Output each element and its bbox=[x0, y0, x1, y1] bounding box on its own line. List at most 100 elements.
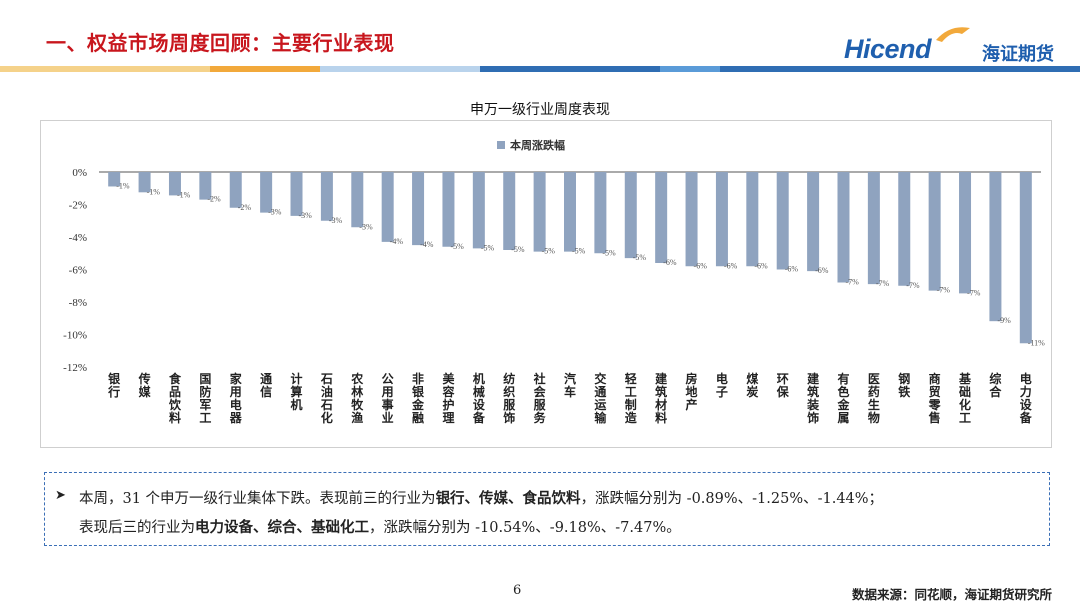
y-tick-label: -4% bbox=[69, 232, 87, 244]
bar bbox=[564, 172, 576, 252]
data-label: -11% bbox=[1028, 338, 1045, 347]
bar bbox=[320, 172, 333, 221]
bar bbox=[351, 172, 364, 228]
y-tick-label: -6% bbox=[69, 265, 87, 277]
logo-swoosh-icon bbox=[936, 27, 970, 42]
data-label: -6% bbox=[785, 265, 799, 274]
category-label: 石油石化 bbox=[320, 372, 333, 425]
category-label: 纺织服饰 bbox=[503, 371, 516, 425]
hicend-logo: Hicend 海证期货 bbox=[844, 24, 1054, 65]
bar-chart: 本周涨跌幅 0% -2% -4% -6% -8% -10% -12% -1% 银行 -1% 传媒 -1%… bbox=[63, 138, 1045, 425]
data-label: -4% bbox=[420, 240, 434, 249]
summary-highlight: 银行、传媒、食品饮料 bbox=[435, 490, 581, 507]
category-label: 国防军工 bbox=[199, 372, 211, 425]
data-label: -7% bbox=[937, 286, 951, 295]
data-label: -2% bbox=[238, 203, 252, 212]
bar bbox=[229, 172, 242, 208]
bar bbox=[138, 172, 151, 193]
data-label: -1% bbox=[177, 190, 191, 199]
bar bbox=[472, 172, 485, 249]
category-label: 非银金融 bbox=[411, 371, 425, 425]
category-label: 公用事业 bbox=[381, 372, 394, 425]
data-label: -7% bbox=[906, 281, 920, 290]
bar bbox=[746, 172, 759, 267]
category-label: 交通运输 bbox=[594, 371, 607, 425]
y-tick-label: -2% bbox=[69, 200, 87, 212]
page-number: 6 bbox=[513, 583, 522, 598]
data-label: -1% bbox=[147, 187, 161, 196]
data-label: -5% bbox=[481, 243, 495, 252]
data-label: -3% bbox=[268, 208, 282, 217]
bar bbox=[260, 172, 273, 213]
category-label: 电子 bbox=[716, 371, 728, 399]
y-tick-label: -8% bbox=[69, 297, 87, 309]
data-label: -6% bbox=[724, 261, 738, 270]
summary-line-2: 表现后三的行业为电力设备、综合、基础化工，涨跌幅分别为 -10.54%、-9.1… bbox=[79, 516, 681, 537]
data-label: -1% bbox=[116, 181, 130, 190]
category-label: 美容护理 bbox=[441, 371, 455, 425]
data-label: -5% bbox=[572, 247, 586, 256]
bar bbox=[807, 172, 820, 272]
y-tick-label: -12% bbox=[63, 362, 87, 374]
data-label: -7% bbox=[876, 279, 890, 288]
category-label: 医药生物 bbox=[868, 372, 880, 425]
data-label: -5% bbox=[542, 247, 556, 256]
bar bbox=[989, 172, 1002, 322]
bar bbox=[959, 172, 972, 294]
bar bbox=[412, 172, 425, 246]
summary-text: ，涨跌幅分别为 -10.54%、-9.18%、-7.47%。 bbox=[369, 520, 681, 536]
bar bbox=[381, 172, 394, 242]
data-label: -4% bbox=[390, 237, 404, 246]
data-label: -3% bbox=[299, 211, 313, 220]
logo-cn-text: 海证期货 bbox=[982, 44, 1054, 65]
category-label: 通信 bbox=[260, 371, 272, 399]
category-label: 商贸零售 bbox=[928, 371, 942, 425]
bar bbox=[867, 172, 880, 285]
category-label: 电力设备 bbox=[1019, 371, 1033, 425]
data-label: -6% bbox=[663, 258, 677, 267]
header-stripe bbox=[0, 66, 1080, 72]
category-label: 食品饮料 bbox=[168, 371, 182, 425]
category-label: 汽车 bbox=[564, 371, 576, 399]
data-label: -6% bbox=[754, 261, 768, 270]
summary-text: 本周，31 个申万一级行业集体下跌。表现前三的行业为 bbox=[79, 491, 436, 507]
bar bbox=[108, 172, 121, 187]
bar bbox=[776, 172, 789, 270]
bar bbox=[168, 172, 181, 196]
category-label: 基础化工 bbox=[958, 371, 972, 425]
bar bbox=[655, 172, 668, 263]
bar bbox=[837, 172, 850, 283]
bar bbox=[442, 172, 455, 247]
category-label: 房地产 bbox=[686, 371, 698, 412]
summary-text: 表现后三的行业为 bbox=[79, 520, 195, 536]
y-tick-label: 0% bbox=[72, 167, 87, 179]
category-label: 有色金属 bbox=[836, 371, 850, 425]
data-label: -5% bbox=[602, 248, 616, 257]
category-label: 社会服务 bbox=[533, 371, 547, 425]
bar bbox=[624, 172, 637, 259]
stripe-segment bbox=[320, 66, 480, 72]
chart-panel: 本周涨跌幅 0% -2% -4% -6% -8% -10% -12% -1% 银行 -1% 传媒 -1%… bbox=[40, 120, 1052, 448]
category-label: 钢铁 bbox=[898, 371, 910, 399]
bar bbox=[199, 172, 212, 200]
data-label: -5% bbox=[633, 253, 647, 262]
stripe-segment bbox=[210, 66, 320, 72]
bar bbox=[594, 172, 607, 254]
bar bbox=[503, 172, 516, 250]
category-label: 煤炭 bbox=[746, 371, 758, 399]
y-tick-label: -10% bbox=[63, 330, 87, 342]
category-label: 建筑装饰 bbox=[806, 371, 820, 425]
summary-text: ，涨跌幅分别为 -0.89%、-1.25%、-1.44%； bbox=[580, 491, 884, 507]
category-label: 农林牧渔 bbox=[350, 371, 364, 425]
data-label: -7% bbox=[967, 288, 981, 297]
data-label: -3% bbox=[329, 216, 343, 225]
page-title: 一、权益市场周度回顾：主要行业表现 bbox=[46, 31, 395, 55]
category-label: 计算机 bbox=[291, 371, 303, 412]
category-label: 机械设备 bbox=[472, 371, 486, 425]
data-label: -6% bbox=[815, 266, 829, 275]
stripe-segment bbox=[480, 66, 660, 72]
stripe-segment bbox=[660, 66, 720, 72]
stripe-segment bbox=[720, 66, 1080, 72]
data-label: -5% bbox=[511, 245, 525, 254]
summary-highlight: 电力设备、综合、基础化工 bbox=[195, 519, 369, 536]
